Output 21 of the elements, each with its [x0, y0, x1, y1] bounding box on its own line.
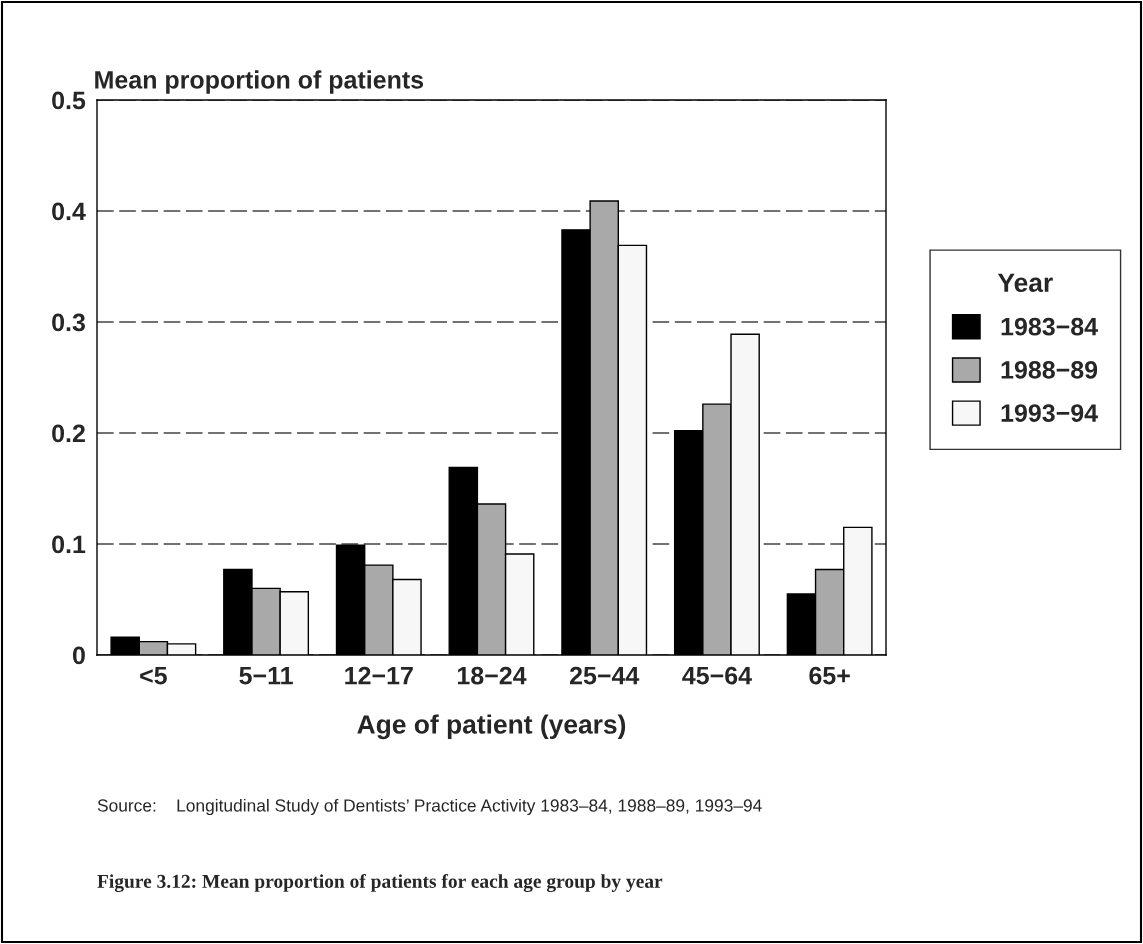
x-tick-label: 18−24 — [457, 666, 527, 685]
x-tick-label: 12−17 — [345, 666, 413, 685]
legend-label: 1993−94 — [1001, 404, 1098, 422]
x-axis-title: Age of patient (years) — [357, 714, 626, 740]
source-note: Source: Longitudinal Study of Dentists’ Practice Activity 1983–84, 1988–89, 1993–94 — [97, 798, 762, 816]
legend-label: 1988−89 — [1001, 361, 1098, 379]
y-tick-label: 0.1 — [52, 535, 86, 554]
y-tick-label: 0.4 — [52, 202, 86, 221]
y-axis-title: Mean proportion of patients — [95, 70, 424, 94]
x-tick-label: 25−44 — [569, 666, 640, 685]
y-tick-label: 0.2 — [52, 424, 85, 443]
x-tick-label: 65+ — [809, 666, 850, 685]
x-tick-label: 5−11 — [239, 667, 293, 685]
x-tick-label: 45−64 — [682, 666, 752, 685]
legend-title: Year — [997, 273, 1053, 293]
y-tick-label: 0 — [72, 646, 85, 665]
y-tick-label: 0.5 — [52, 91, 86, 110]
legend-label: 1983−84 — [1001, 317, 1098, 336]
caption: Figure 3.12: Mean proportion of patients for each age group by year — [97, 874, 663, 892]
y-tick-label: 0.3 — [52, 313, 85, 332]
x-tick-label: <5 — [140, 667, 167, 685]
